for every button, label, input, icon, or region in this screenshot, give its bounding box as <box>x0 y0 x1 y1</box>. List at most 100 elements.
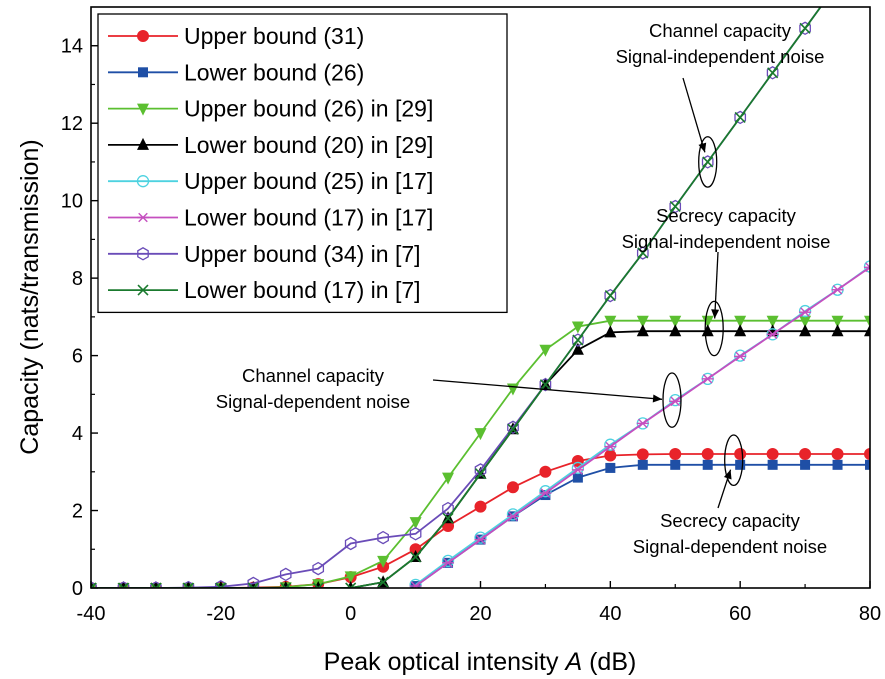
data-point <box>864 324 870 337</box>
x-tick-label: -20 <box>206 603 235 625</box>
data-point <box>767 459 778 470</box>
annotation-4: Secrecy capacity Signal-dependent noise <box>633 434 827 557</box>
data-point <box>702 156 714 168</box>
data-point <box>409 578 422 588</box>
annotation-ellipse <box>724 434 744 487</box>
data-point <box>799 307 812 318</box>
plot-series <box>91 7 870 588</box>
data-point <box>506 481 519 494</box>
data-point <box>766 66 779 80</box>
data-point <box>864 262 870 273</box>
data-point <box>441 554 455 568</box>
x-tick-label: 60 <box>729 603 751 625</box>
annotation-ellipse <box>698 136 718 188</box>
data-point <box>799 324 812 337</box>
legend-item-6: Lower bound (17) in [17] <box>108 205 433 231</box>
data-point <box>863 260 870 273</box>
data-point <box>117 582 130 588</box>
annotation-ellipse <box>704 300 724 357</box>
data-point <box>571 321 584 334</box>
annotation-text: Signal-independent noise <box>622 231 831 252</box>
data-point <box>507 423 519 435</box>
y-tick-label: 2 <box>72 501 83 523</box>
x-tick-label: -40 <box>77 603 106 625</box>
legend-label: Lower bound (17) in [17] <box>184 205 433 231</box>
data-point <box>442 512 454 524</box>
legend-label: Upper bound (34) in [7] <box>184 241 421 267</box>
data-point <box>734 351 747 362</box>
data-point <box>636 315 649 328</box>
data-point <box>344 571 357 584</box>
data-point <box>605 462 616 473</box>
data-point <box>117 581 130 588</box>
y-tick-label: 4 <box>72 423 83 445</box>
data-point <box>377 555 390 568</box>
annotation-3: Channel capacity Signal-dependent noise <box>216 365 682 428</box>
data-point <box>799 22 811 34</box>
annotation-2: Secrecy capacity Signal-independent noise <box>622 205 831 357</box>
data-point <box>312 582 324 588</box>
data-point <box>91 581 97 588</box>
data-point <box>864 315 870 328</box>
series-8 <box>91 7 822 588</box>
x-tick-label: 40 <box>599 603 621 625</box>
data-point <box>506 511 519 522</box>
data-point <box>604 325 617 338</box>
data-point <box>636 324 649 337</box>
legend-item-1: Upper bound (31) <box>108 23 364 49</box>
data-point <box>669 447 682 460</box>
data-point <box>409 517 422 530</box>
data-point <box>280 582 292 588</box>
data-point <box>539 488 552 498</box>
data-point <box>798 304 812 318</box>
x-tick-label: 20 <box>469 603 491 625</box>
data-point <box>701 155 714 169</box>
annotation-arrow <box>432 379 663 400</box>
data-point <box>670 459 681 470</box>
series-2 <box>410 459 870 588</box>
legend-marker <box>137 137 149 150</box>
data-point <box>636 246 649 260</box>
data-point <box>150 581 162 588</box>
x-tick-label: 80 <box>859 603 881 625</box>
legend-item-5: Upper bound (25) in [17] <box>108 168 433 194</box>
data-point <box>572 333 584 347</box>
y-tick-label: 12 <box>61 113 83 135</box>
data-point <box>539 377 552 392</box>
data-point <box>636 418 649 429</box>
data-point <box>766 447 779 460</box>
data-point <box>637 459 648 470</box>
data-point <box>247 582 259 588</box>
data-point <box>474 534 487 545</box>
annotation-text: Signal-dependent noise <box>216 391 410 412</box>
data-point <box>182 582 194 588</box>
data-point <box>442 558 455 568</box>
data-point <box>474 428 487 441</box>
legend-marker <box>138 67 148 78</box>
data-point <box>182 580 195 588</box>
data-point <box>831 447 844 460</box>
data-point <box>540 490 551 501</box>
legend-marker <box>137 30 149 42</box>
legend-label: Lower bound (26) <box>184 59 364 85</box>
data-point <box>604 449 617 462</box>
data-point <box>474 468 487 480</box>
annotation-text: Signal-independent noise <box>616 46 825 67</box>
data-point <box>539 379 551 391</box>
data-point <box>734 110 747 125</box>
data-point <box>312 561 325 576</box>
data-point <box>539 465 552 478</box>
data-point <box>767 67 779 79</box>
annotation-text: Secrecy capacity <box>656 205 797 226</box>
data-point <box>604 441 617 452</box>
data-point <box>734 447 747 460</box>
y-tick-label: 8 <box>72 268 83 290</box>
annotation-ellipse <box>662 372 682 428</box>
legend-item-3: Upper bound (26) in [29] <box>108 96 433 122</box>
data-point <box>442 472 455 485</box>
annotation-arrow <box>714 251 719 319</box>
annotation-text: Signal-dependent noise <box>633 536 827 557</box>
data-point <box>735 459 746 470</box>
data-point <box>410 551 422 563</box>
data-point <box>91 582 97 588</box>
